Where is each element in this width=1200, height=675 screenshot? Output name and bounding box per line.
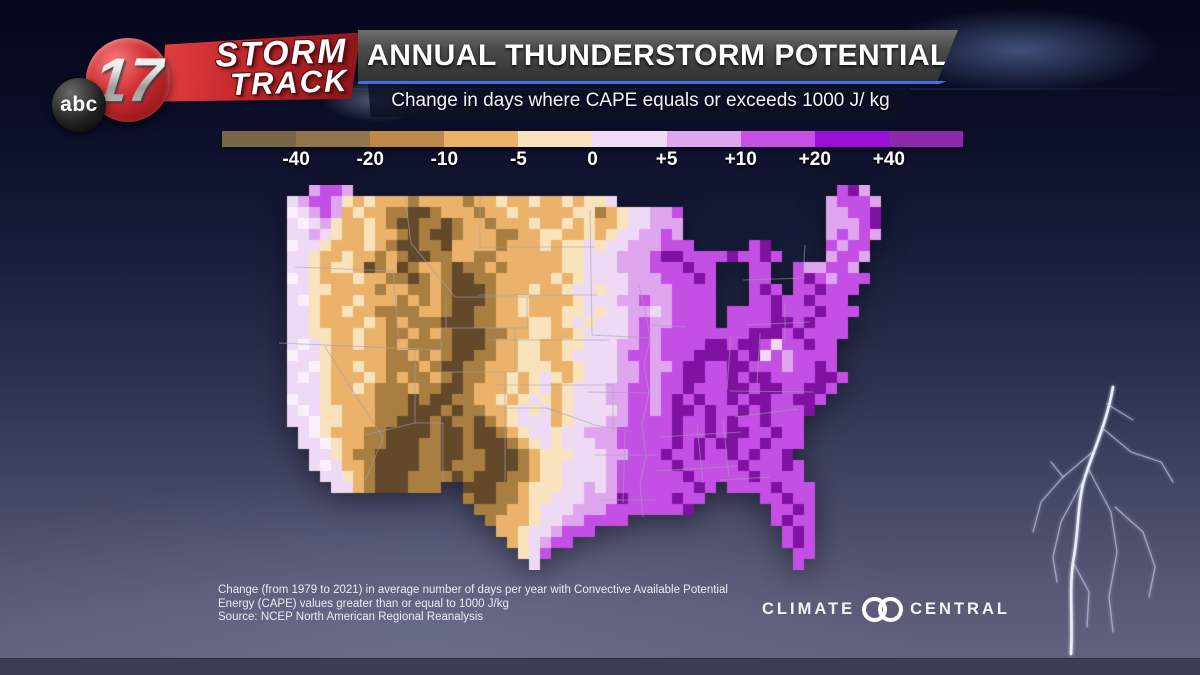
legend-bar xyxy=(222,131,963,147)
legend-segment xyxy=(740,131,815,147)
legend-label: +5 xyxy=(655,149,678,170)
brand-central: CENTRAL xyxy=(910,600,1010,618)
legend-segment xyxy=(518,131,593,147)
legend-label: +40 xyxy=(872,149,906,170)
legend-segment xyxy=(814,131,889,147)
climate-central-logo: CLIMATE CENTRAL xyxy=(762,597,1010,622)
subtitle-band: Change in days where CAPE equals or exce… xyxy=(368,84,913,117)
legend-segment xyxy=(296,131,371,147)
caption-line: Change (from 1979 to 2021) in average nu… xyxy=(218,584,728,596)
legend-label: +10 xyxy=(724,149,757,170)
page-title: ANNUAL THUNDERSTORM POTENTIAL xyxy=(367,39,949,72)
legend-label: -20 xyxy=(356,149,384,170)
legend-segment xyxy=(888,131,963,147)
bottom-bar xyxy=(0,658,1200,675)
track-label: TRACK xyxy=(229,63,350,103)
climate-central-rings-icon xyxy=(862,597,904,622)
legend-segment xyxy=(666,131,741,147)
subtitle-text: Change in days where CAPE equals or exce… xyxy=(391,89,890,111)
legend-segment xyxy=(222,131,297,147)
legend-label: -5 xyxy=(509,149,527,170)
title-banner: ANNUAL THUNDERSTORM POTENTIAL xyxy=(358,30,958,82)
caption-line: Energy (CAPE) values greater than or equ… xyxy=(218,597,509,610)
legend-label: +20 xyxy=(798,149,831,170)
abc-logo-text: abc xyxy=(60,93,98,116)
legend-label: -10 xyxy=(430,149,459,170)
caption-block: Change (from 1979 to 2021) in average nu… xyxy=(218,584,728,625)
abc-logo: abc xyxy=(52,78,106,132)
brand-climate: CLIMATE xyxy=(762,600,856,618)
lightning-icon xyxy=(1032,385,1174,656)
legend-segment xyxy=(592,131,667,147)
caption-line: Source: NCEP North American Regional Rea… xyxy=(218,611,484,623)
us-cape-change-map xyxy=(265,185,903,570)
legend-label: 0 xyxy=(587,149,598,170)
title-underline xyxy=(358,81,947,84)
legend-segment xyxy=(370,131,445,147)
legend-segment xyxy=(444,131,519,147)
legend-labels: -40 -20 -10 -5 0 +5 +10 +20 +40 xyxy=(222,149,963,173)
legend-label: -40 xyxy=(282,149,310,170)
storm-track-banner: STORM TRACK xyxy=(159,32,363,105)
